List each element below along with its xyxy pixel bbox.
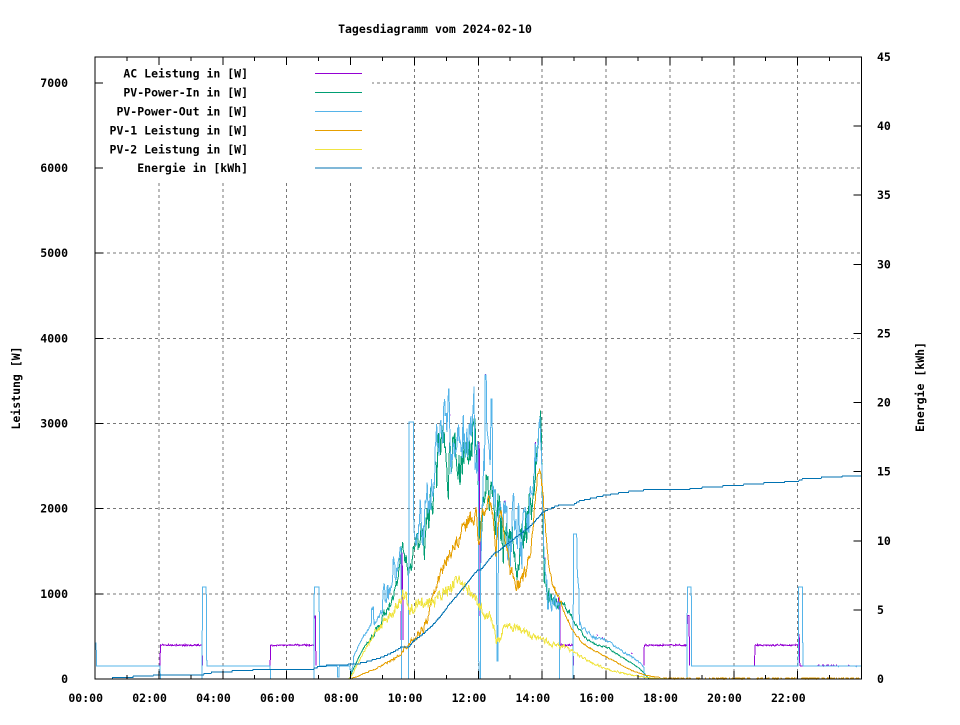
legend-label-pvout: PV-Power-Out in [W] — [116, 105, 248, 119]
x-tick-label-12:00: 12:00 — [452, 691, 487, 705]
legend-label-energie: Energie in [kWh] — [137, 161, 248, 175]
chart-title: Tagesdiagramm vom 2024-02-10 — [338, 22, 532, 36]
y-tick-label-7000: 7000 — [40, 76, 68, 90]
x-tick-label-00:00: 00:00 — [68, 691, 103, 705]
legend-label-pv1: PV-1 Leistung in [W] — [110, 123, 248, 137]
x-tick-label-06:00: 06:00 — [260, 691, 295, 705]
x-tick-label-08:00: 08:00 — [324, 691, 359, 705]
y2-tick-label-20: 20 — [877, 396, 891, 410]
y-tick-label-6000: 6000 — [40, 161, 68, 175]
y-axis-label: Leistung [W] — [9, 346, 23, 429]
legend-label-pvin: PV-Power-In in [W] — [123, 86, 248, 100]
plot-frame-and-ticks — [94, 56, 862, 680]
x-tick-label-16:00: 16:00 — [579, 691, 614, 705]
x-tick-label-02:00: 02:00 — [132, 691, 167, 705]
legend: AC Leistung in [W] PV-Power-In in [W] PV-P… — [110, 67, 362, 175]
y-tick-label-1000: 1000 — [40, 587, 68, 601]
y2-tick-label-15: 15 — [877, 465, 891, 479]
x-tick-label-18:00: 18:00 — [643, 691, 678, 705]
y-tick-label-0: 0 — [61, 672, 68, 686]
x-tick-label-20:00: 20:00 — [707, 691, 742, 705]
y-tick-label-3000: 3000 — [40, 416, 68, 430]
x-tick-labels: 00:00 02:00 04:00 06:00 08:00 10:00 12:00 14:00… — [68, 691, 805, 705]
y-right-tick-labels: 0 5 10 15 20 25 30 35 40 45 — [877, 50, 891, 686]
y2-tick-label-30: 30 — [877, 257, 891, 271]
legend-label-pv2: PV-2 Leistung in [W] — [110, 142, 248, 156]
y2-tick-label-40: 40 — [877, 119, 891, 133]
x-tick-label-14:00: 14:00 — [516, 691, 551, 705]
series-pvout — [95, 374, 862, 680]
y2-tick-label-35: 35 — [877, 188, 891, 202]
y2-tick-label-45: 45 — [877, 50, 891, 64]
x-tick-label-22:00: 22:00 — [771, 691, 806, 705]
legend-label-ac: AC Leistung in [W] — [123, 67, 248, 81]
legend-background — [100, 62, 372, 180]
y2-tick-label-10: 10 — [877, 534, 891, 548]
y2-tick-label-5: 5 — [877, 603, 884, 617]
x-tick-label-04:00: 04:00 — [196, 691, 231, 705]
y2-tick-label-25: 25 — [877, 326, 891, 340]
y-tick-label-2000: 2000 — [40, 502, 68, 516]
y2-axis-label: Energie [kWh] — [913, 342, 927, 432]
x-tick-label-10:00: 10:00 — [388, 691, 423, 705]
y2-tick-label-0: 0 — [877, 672, 884, 686]
y-tick-label-5000: 5000 — [40, 246, 68, 260]
y-left-tick-labels: 0 1000 2000 3000 4000 5000 6000 7000 — [40, 76, 68, 686]
y-tick-label-4000: 4000 — [40, 331, 68, 345]
